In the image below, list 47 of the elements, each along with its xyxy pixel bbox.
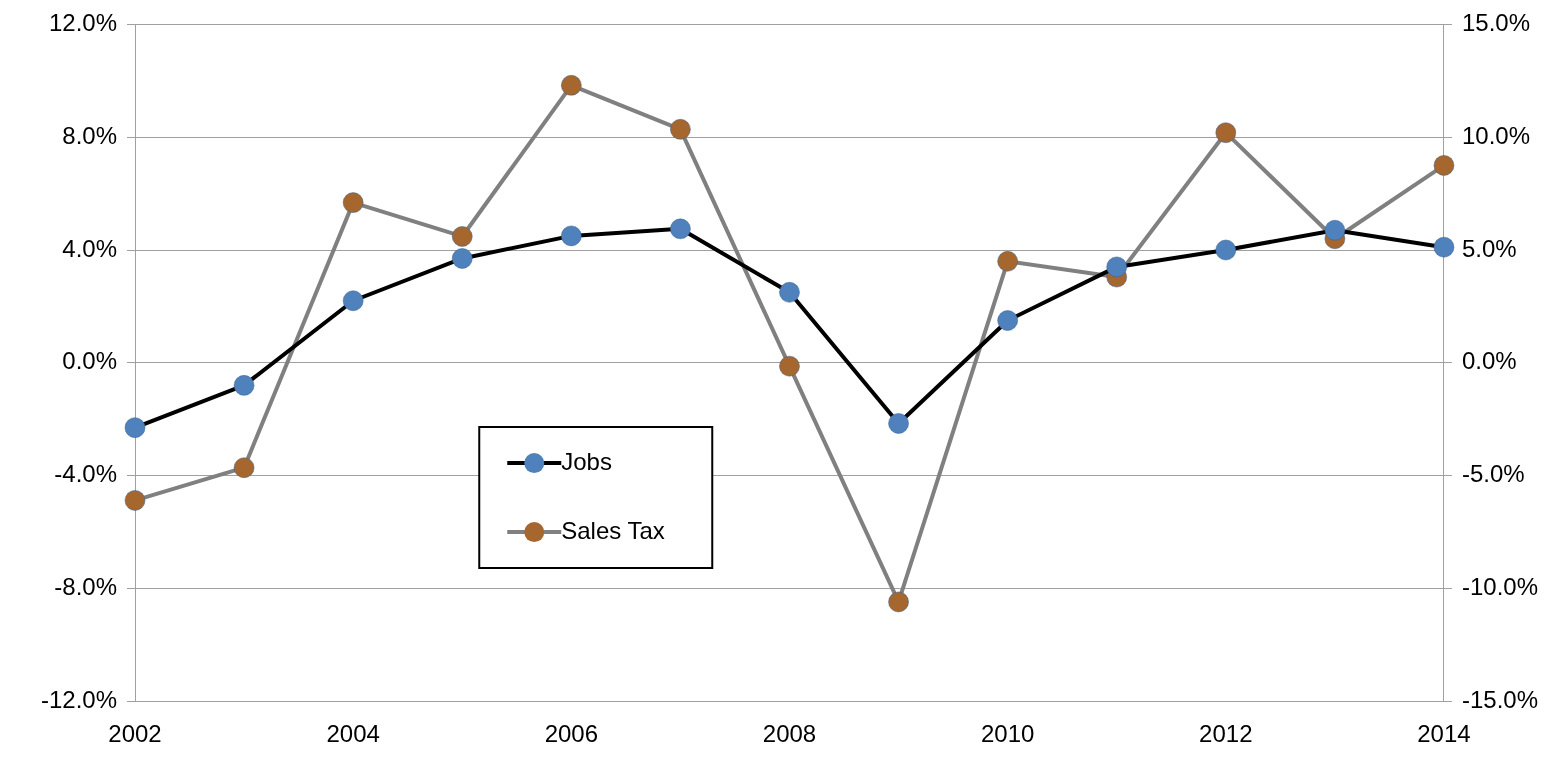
point — [560, 225, 582, 247]
legend-label: Sales Tax — [561, 516, 665, 544]
y-tick-label: -12.0% — [40, 685, 117, 713]
point — [1433, 154, 1455, 176]
point — [233, 457, 255, 479]
point — [233, 374, 255, 396]
x-tick-label: 2010 — [980, 720, 1035, 748]
x-tick-label: 2012 — [1199, 720, 1253, 748]
x-tick-label: 2008 — [762, 720, 817, 748]
point — [669, 218, 691, 240]
y2-tick-label: -5.0% — [1461, 460, 1525, 488]
point — [669, 118, 691, 140]
y-tick-label: 12.0% — [48, 9, 117, 37]
point — [1433, 236, 1455, 258]
y2-tick-label: 0.0% — [1461, 347, 1517, 375]
point — [1324, 219, 1346, 241]
x-tick-label: 2002 — [108, 720, 162, 748]
point — [342, 192, 364, 214]
point — [1215, 239, 1237, 261]
x-tick-label: 2014 — [1417, 720, 1471, 748]
y2-tick-label: 15.0% — [1461, 9, 1531, 37]
y2-tick-label: 10.0% — [1461, 121, 1531, 149]
y-tick-label: 8.0% — [62, 121, 117, 149]
y-tick-label: 4.0% — [62, 234, 117, 262]
point — [342, 290, 364, 312]
point — [124, 489, 146, 511]
y2-tick-label: -15.0% — [1461, 685, 1538, 713]
point — [778, 355, 800, 377]
y-tick-label: -4.0% — [54, 460, 117, 488]
point — [1106, 256, 1128, 278]
point — [997, 310, 1019, 331]
y-tick-label: 0.0% — [62, 347, 117, 375]
point — [888, 591, 910, 613]
x-tick-label: 2004 — [326, 720, 380, 748]
y2-tick-label: -10.0% — [1461, 573, 1538, 601]
x-tick-label: 2006 — [544, 720, 599, 748]
point — [888, 412, 910, 434]
legend-label: Jobs — [561, 447, 612, 475]
point — [451, 247, 473, 269]
y2-tick-label: 5.0% — [1461, 234, 1517, 262]
point — [451, 225, 473, 247]
point — [778, 281, 800, 303]
point — [997, 250, 1019, 272]
point — [124, 417, 146, 439]
point — [1215, 122, 1237, 144]
y-tick-label: -8.0% — [54, 573, 117, 601]
point — [560, 74, 582, 96]
